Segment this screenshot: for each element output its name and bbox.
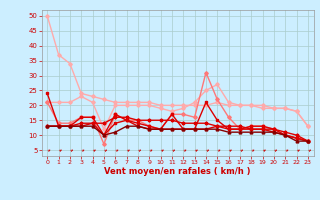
X-axis label: Vent moyen/en rafales ( km/h ): Vent moyen/en rafales ( km/h ) <box>104 167 251 176</box>
